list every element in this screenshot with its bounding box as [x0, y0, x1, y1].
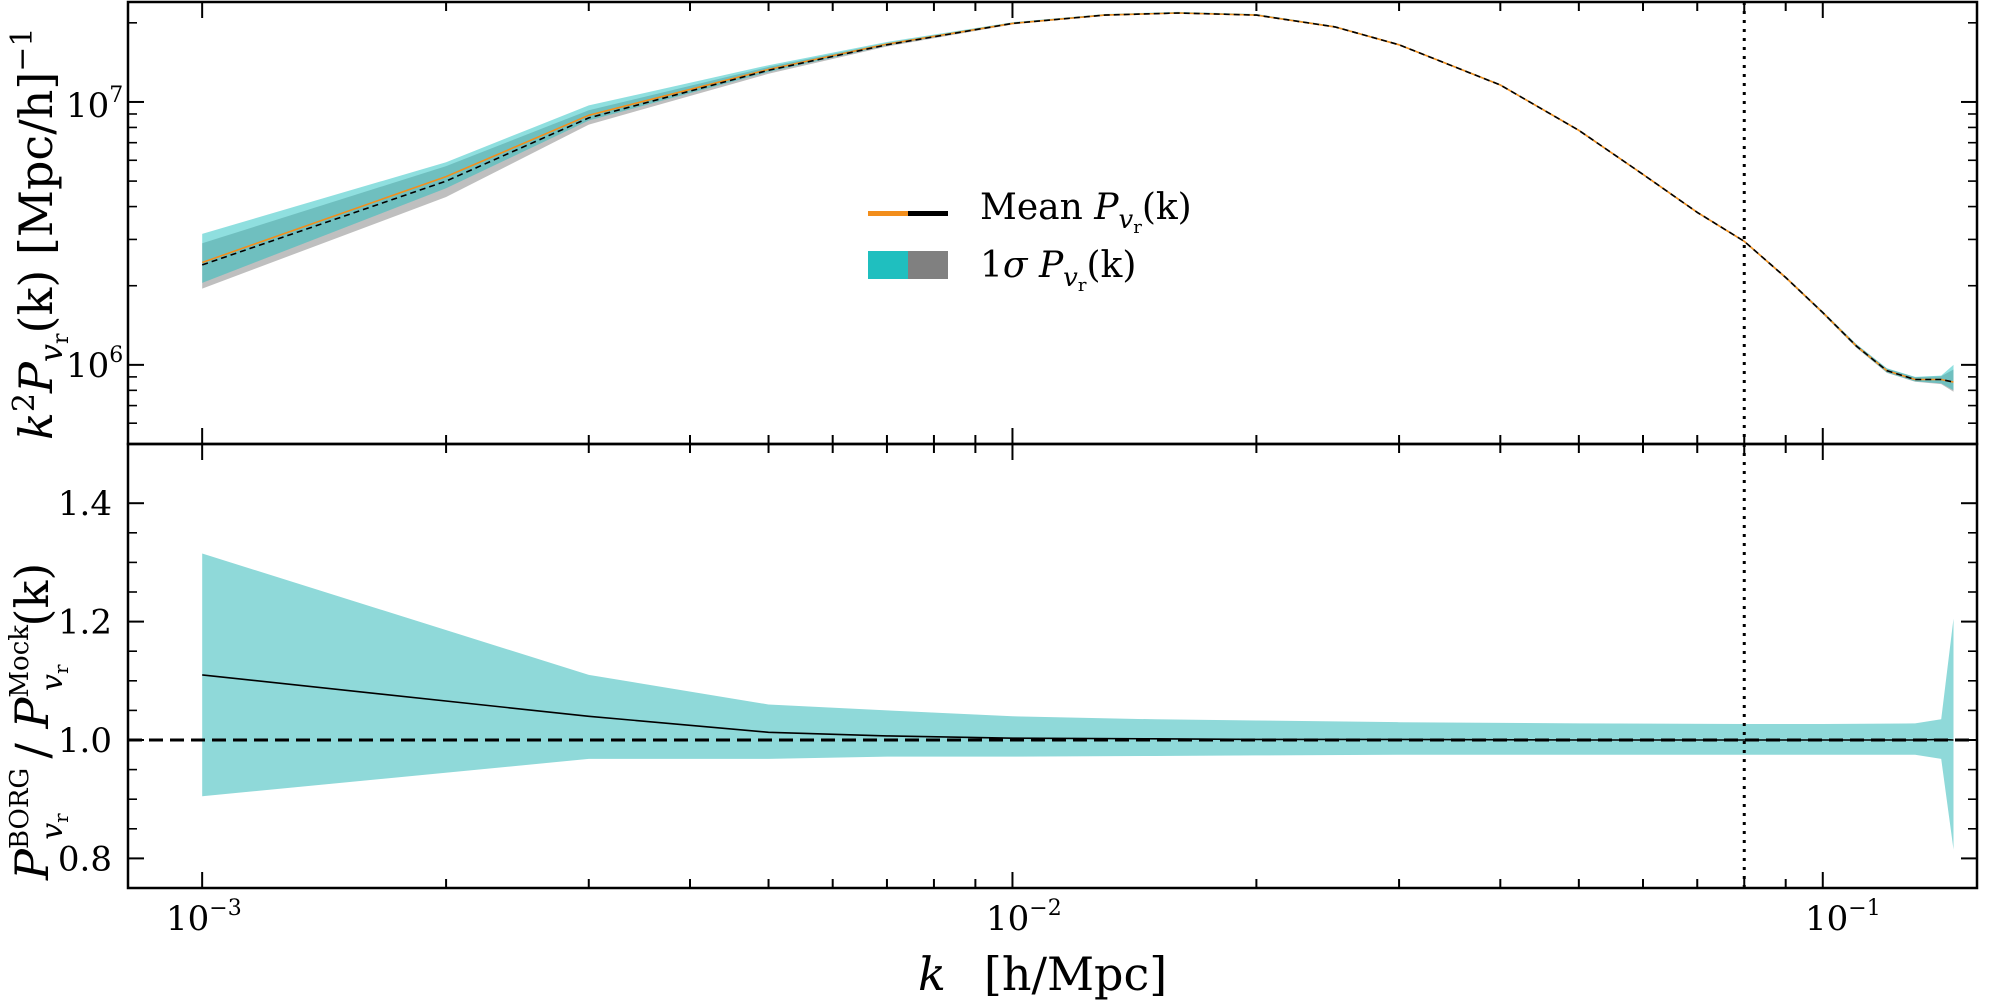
ratio-mean-line	[202, 674, 1954, 741]
top-ytick-label-1e7: 107	[66, 83, 123, 126]
legend: Mean Pvr(k) 1σ Pvr(k)	[868, 187, 1192, 296]
mock-sigma-band	[202, 12, 1954, 392]
legend-label-mean: Mean Pvr(k)	[980, 187, 1192, 238]
legend-mean-mock-swatch	[908, 211, 948, 216]
bottom-ytick-label: 1.2	[58, 603, 112, 643]
bottom-ytick-label: 0.8	[58, 839, 112, 879]
bottom-ytick-label: 1.4	[58, 484, 112, 524]
legend-sigma-borg-swatch	[868, 251, 908, 279]
top-mean-lines	[201, 12, 1954, 383]
bottom-ylabel: PBORGvr / PMockvr(k)	[5, 563, 73, 881]
legend-mean-borg-swatch	[868, 211, 908, 216]
legend-sigma-mock-swatch	[908, 251, 948, 279]
bottom-panel-frame	[126, 442, 1979, 890]
bottom-ytick-label: 1.0	[58, 721, 112, 761]
bottom-ytick-labels: 0.8 1.0 1.2 1.4	[58, 484, 112, 879]
ratio-sigma-band	[202, 553, 1954, 850]
xtick-label-1e-1: 10−1	[1805, 896, 1881, 939]
top-ytick-label-1e6: 106	[66, 343, 123, 386]
xtick-label-1e-2: 10−2	[986, 896, 1062, 939]
xtick-label-1e-3: 10−3	[166, 896, 242, 939]
axis-ticks	[128, 2, 1977, 888]
ratio-band	[202, 553, 1954, 850]
top-sigma-bands	[202, 11, 1954, 392]
borg-sigma-band	[202, 11, 1954, 391]
top-ylabel: k2Pvr(k) [Mpc/h]−1	[5, 28, 74, 441]
legend-label-sigma: 1σ Pvr(k)	[980, 245, 1136, 296]
xlabel: k [h/Mpc]	[918, 947, 1167, 1001]
ratio-lines	[128, 674, 1977, 742]
mock-mean-line	[201, 12, 1954, 383]
